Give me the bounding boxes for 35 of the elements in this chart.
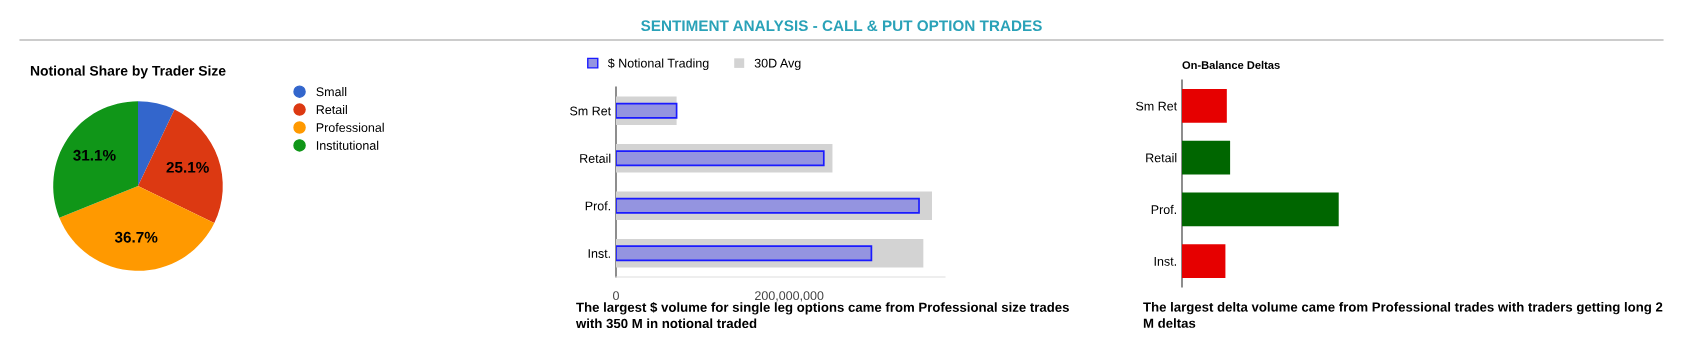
bar <box>1182 140 1231 175</box>
text: The largest delta volume came from Professional trades with traders getting long 2 M deltas <box>1143 302 1663 328</box>
y-tick-label: Retail <box>580 153 611 163</box>
x-tick-label: 200,000,000 <box>755 291 824 302</box>
y-tick-label: Prof. <box>1151 204 1176 215</box>
data-label: 36.7% <box>114 231 158 243</box>
chart-title: On-Balance Deltas <box>1182 60 1280 69</box>
bar <box>1182 244 1226 278</box>
legend-label: Institutional <box>316 140 379 150</box>
y-tick-label: Retail <box>1146 153 1177 163</box>
bar <box>616 150 825 167</box>
legend-label: Professional <box>316 122 384 132</box>
chart-title: Notional Share by Trader Size <box>30 65 226 79</box>
data-label: 31.1% <box>73 149 116 161</box>
bar <box>1182 89 1227 123</box>
legend-label: $ Notional Trading <box>607 58 709 71</box>
bar <box>616 245 873 262</box>
y-tick-label: Prof. <box>585 201 610 211</box>
text: The largest $ volume for single leg options came from Professional size trades with 350 M in notional traded <box>575 302 1069 329</box>
legend-label: Retail <box>316 104 347 115</box>
bar <box>1182 192 1339 227</box>
data-label: 25.1% <box>166 161 209 173</box>
pie-slice <box>59 186 215 271</box>
y-tick-label: Sm Ret <box>570 106 612 116</box>
text: SENTIMENT ANALYSIS - CALL & PUT OPTION TRADES <box>641 20 1042 32</box>
pie-slice <box>138 109 223 224</box>
y-tick-label: Inst. <box>1154 257 1176 266</box>
y-tick-label: Sm Ret <box>1136 101 1178 111</box>
bar <box>616 102 678 119</box>
legend-label: 30D Avg <box>754 58 801 71</box>
pie-slice <box>53 101 138 218</box>
bar <box>616 197 920 214</box>
y-tick-label: Inst. <box>588 249 610 258</box>
legend-label: Small <box>316 87 347 97</box>
x-tick-label: 0 <box>613 291 619 301</box>
